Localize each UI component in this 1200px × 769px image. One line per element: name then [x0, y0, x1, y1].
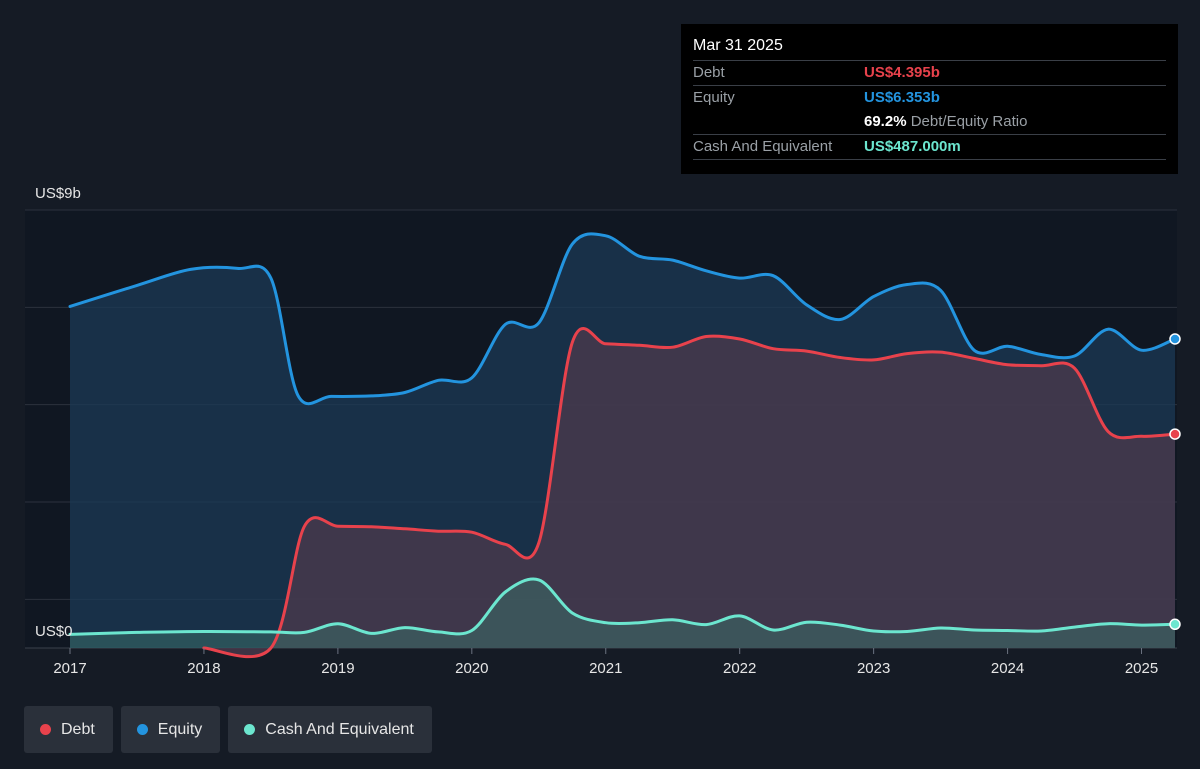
tooltip-date: Mar 31 2025: [693, 37, 783, 54]
series-lines: [68, 232, 1177, 659]
x-axis: 2017 2018 2019 2020 2021 2022 2023 2024 2025: [53, 648, 1158, 677]
tooltip-ratio: 69.2% Debt/Equity Ratio: [864, 110, 1027, 134]
series-areas: [70, 233, 1175, 657]
tooltip-row-cash: Cash And Equivalent US$487.000m: [693, 134, 1166, 160]
x-tick-label-2024: 2024: [991, 660, 1024, 677]
x-tick-label-2017: 2017: [53, 660, 86, 677]
legend: Debt Equity Cash And Equivalent: [24, 706, 432, 753]
legend-label-cash: Cash And Equivalent: [265, 720, 414, 738]
line-equity: [68, 232, 1177, 406]
area-debt: [203, 328, 1175, 657]
series-endpoints: [1169, 333, 1181, 631]
line-cash-and-equivalent: [68, 577, 1177, 636]
x-tick-label-2021: 2021: [589, 660, 622, 677]
tooltip-row-debt: Debt US$4.395b: [693, 60, 1166, 85]
legend-label-debt: Debt: [61, 720, 95, 738]
legend-dot-equity: [136, 724, 148, 735]
line-debt: [202, 327, 1177, 659]
legend-item-cash[interactable]: Cash And Equivalent: [228, 706, 432, 753]
legend-dot-cash: [244, 724, 256, 735]
legend-item-equity[interactable]: Equity: [120, 706, 221, 753]
tooltip-ratio-value: 69.2%: [864, 113, 907, 130]
endpoint-equity: [1169, 333, 1181, 345]
tooltip-cash-label: Cash And Equivalent: [693, 138, 833, 155]
tooltip-equity-label: Equity: [693, 89, 735, 106]
x-tick-label-2022: 2022: [723, 660, 756, 677]
tooltip: Mar 31 2025 Debt US$4.395b Equity US$6.3…: [681, 24, 1178, 174]
legend-item-debt[interactable]: Debt: [24, 706, 113, 753]
tooltip-cash-value: US$487.000m: [864, 138, 961, 155]
x-tick-label-2023: 2023: [857, 660, 890, 677]
area-cash-and-equivalent: [70, 579, 1175, 648]
tooltip-row-ratio: 69.2% Debt/Equity Ratio: [693, 110, 1166, 134]
tooltip-row-equity: Equity US$6.353b: [693, 85, 1166, 110]
y-label-top: US$9b: [35, 185, 81, 202]
x-tick-label-2018: 2018: [187, 660, 220, 677]
tooltip-debt-value: US$4.395b: [864, 64, 940, 81]
y-label-bottom: US$0: [35, 623, 73, 640]
legend-dot-debt: [40, 724, 51, 735]
x-tick-label-2020: 2020: [455, 660, 488, 677]
legend-label-equity: Equity: [157, 720, 203, 738]
tooltip-equity-value: US$6.353b: [864, 89, 940, 106]
tooltip-ratio-label: Debt/Equity Ratio: [910, 113, 1028, 130]
tooltip-debt-label: Debt: [693, 64, 725, 81]
x-tick-label-2025: 2025: [1125, 660, 1158, 677]
endpoint-cash-and-equivalent: [1169, 618, 1181, 631]
endpoint-debt: [1169, 428, 1181, 440]
x-tick-label-2019: 2019: [321, 660, 354, 677]
